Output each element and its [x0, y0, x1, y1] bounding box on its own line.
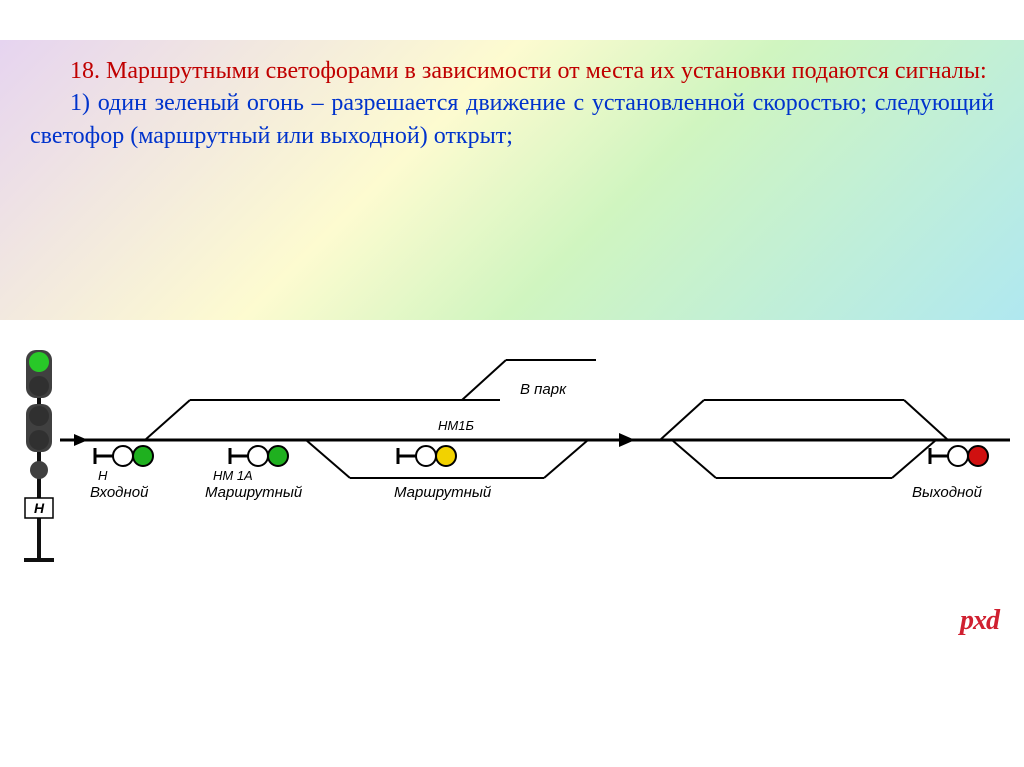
svg-text:Маршрутный: Маршрутный — [394, 484, 492, 501]
arrow-2 — [619, 433, 635, 447]
mast-lamp-off2 — [29, 406, 49, 426]
svg-text:Входной: Входной — [90, 484, 149, 501]
mast-lamp-green — [29, 352, 49, 372]
arrow-1 — [74, 434, 88, 446]
paragraph-body: 1) один зеленый огонь – разрешается движ… — [30, 87, 994, 152]
dwarf-signal-nm1a: НМ 1А Маршрутный — [205, 446, 303, 501]
mast-lamp-off4 — [30, 461, 48, 479]
rzd-logo: pxd — [960, 605, 999, 637]
dwarf-signal-vhodnoi: Н Входной — [90, 446, 153, 501]
dwarf-signal-nm1b: НМ1Б Маршрутный — [394, 418, 492, 501]
svg-text:НМ1Б: НМ1Б — [438, 418, 474, 433]
mast-signal: Н — [24, 350, 54, 560]
mast-lamp-off3 — [29, 430, 49, 450]
dwarf-signal-vyhodnoi: Выходной — [912, 446, 988, 501]
label-vpark: В парк — [520, 381, 567, 398]
mast-sign-label: Н — [34, 500, 45, 516]
mast-lamp-off1 — [29, 376, 49, 396]
svg-text:НМ 1А: НМ 1А — [213, 468, 253, 483]
paragraph-title: 18. Маршрутными светофорами в зависимост… — [30, 55, 994, 87]
right-upper-siding — [660, 400, 948, 440]
slide-text-block: 18. Маршрутными светофорами в зависимост… — [30, 55, 994, 152]
right-lower-siding — [672, 440, 936, 478]
track-diagram: Н В парк Н Входной — [0, 330, 1024, 580]
left-upper-siding — [145, 360, 596, 440]
svg-text:Маршрутный: Маршрутный — [205, 484, 303, 501]
svg-text:Выходной: Выходной — [912, 484, 983, 501]
svg-text:Н: Н — [98, 468, 108, 483]
diagram-svg: Н В парк Н Входной — [0, 330, 1024, 580]
